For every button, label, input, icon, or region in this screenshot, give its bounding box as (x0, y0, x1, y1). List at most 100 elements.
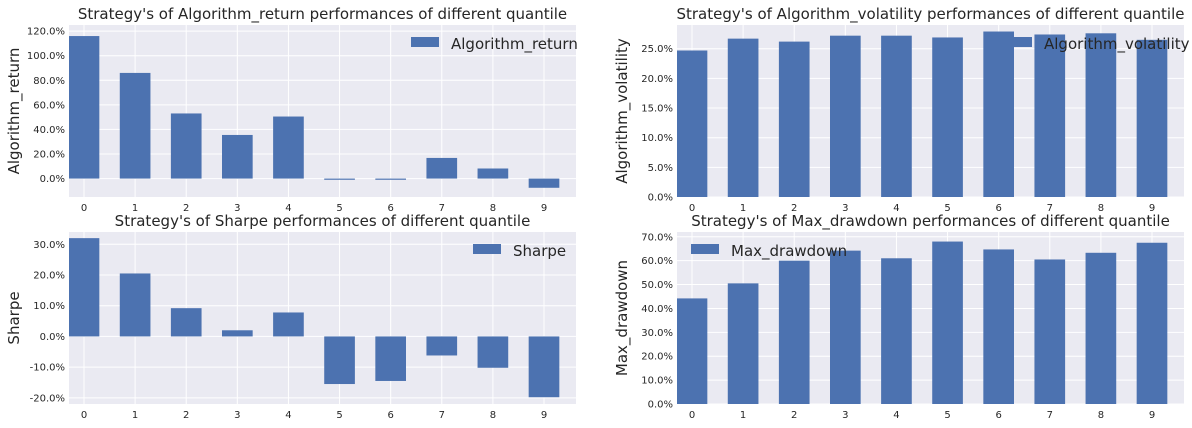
bar (677, 50, 708, 197)
y-tick-label: 10.0% (641, 376, 673, 387)
legend: Algorithm_volatility (1004, 35, 1190, 54)
x-tick-labels: 0 1 2 3 4 5 6 7 8 9 (689, 410, 1155, 421)
y-tick-label: -20.0% (30, 393, 65, 404)
bar (932, 37, 963, 197)
x-tick-label: 2 (183, 410, 189, 421)
x-tick-label: 4 (893, 203, 899, 214)
x-tick-label: 7 (1047, 203, 1053, 214)
bars (69, 238, 560, 398)
y-tick-label: 0.0% (40, 332, 65, 343)
bar (1085, 33, 1117, 197)
panel-sharpe: -20.0% -10.0% 0.0% 10.0% 20.0% 30.0% 0 1 2 3 4 5 6 7… (5, 212, 576, 421)
bar (778, 41, 810, 197)
y-tick-label: 70.0% (641, 232, 673, 243)
bar (69, 36, 100, 179)
bar (830, 35, 861, 197)
x-tick-label: 6 (387, 410, 393, 421)
legend-swatch (473, 244, 501, 254)
x-tick-label: 3 (842, 203, 848, 214)
x-tick-label: 0 (81, 410, 87, 421)
x-tick-label: 4 (285, 203, 291, 214)
x-tick-label: 1 (740, 410, 746, 421)
bar (983, 249, 1014, 404)
bar (426, 157, 458, 179)
y-tick-labels: 0.0% 20.0% 40.0% 60.0% 80.0% 100.0% 120.0% (27, 27, 65, 185)
y-axis-label: Algorithm_return (5, 48, 24, 175)
legend: Algorithm_return (411, 35, 578, 54)
legend: Sharpe (473, 242, 566, 260)
axes-background (69, 25, 576, 197)
y-tick-label: 0.0% (648, 400, 673, 411)
bar (677, 298, 708, 404)
y-tick-label: 30.0% (641, 328, 673, 339)
y-tick-label: 0.0% (40, 174, 65, 185)
y-tick-label: 60.0% (641, 256, 673, 267)
bar (375, 178, 406, 180)
bars (69, 36, 560, 188)
bar (1136, 242, 1168, 404)
bar (830, 250, 861, 404)
x-tick-label: 6 (995, 203, 1001, 214)
y-axis-label: Sharpe (5, 291, 23, 344)
x-tick-label: 3 (842, 410, 848, 421)
bar (983, 31, 1014, 197)
y-tick-label: 40.0% (33, 125, 65, 136)
y-tick-label: 60.0% (33, 100, 65, 111)
x-tick-label: 9 (1149, 410, 1155, 421)
x-tick-label: 2 (183, 203, 189, 214)
y-tick-label: 40.0% (641, 304, 673, 315)
legend: Max_drawdown (691, 242, 847, 261)
bars (677, 31, 1168, 197)
bar (1085, 252, 1117, 404)
legend-swatch (1004, 37, 1032, 47)
x-tick-label: 2 (791, 410, 797, 421)
bar (119, 273, 151, 337)
x-tick-label: 2 (791, 203, 797, 214)
x-tick-label: 8 (1098, 203, 1104, 214)
bar (1034, 34, 1066, 197)
bar (324, 336, 355, 385)
bar (477, 336, 509, 368)
panel-algorithm-return: 0.0% 20.0% 40.0% 60.0% 80.0% 100.0% 120.0% 0 1 2… (5, 5, 578, 214)
x-tick-label: 6 (995, 410, 1001, 421)
x-tick-label: 8 (1098, 410, 1104, 421)
chart-title: Strategy's of Max_drawdown performances … (691, 212, 1170, 231)
x-tick-label: 5 (336, 203, 342, 214)
bar (375, 336, 406, 381)
bar (727, 283, 759, 404)
panel-max-drawdown: 0.0% 10.0% 20.0% 30.0% 40.0% 50.0% 60.0% 7 0.0% … (613, 212, 1184, 421)
bar (222, 330, 253, 337)
y-tick-label: 0.0% (648, 193, 673, 204)
legend-label: Max_drawdown (731, 242, 847, 261)
y-tick-label: 15.0% (641, 104, 673, 115)
x-tick-label: 7 (439, 203, 445, 214)
bar (528, 336, 560, 398)
bar (324, 178, 355, 180)
y-axis-label: Algorithm_volatility (613, 38, 632, 184)
x-tick-label: 8 (490, 410, 496, 421)
y-tick-labels: 0.0% 5.0% 10.0% 15.0% 20.0% 25.0% (641, 44, 673, 203)
bar (426, 336, 458, 356)
x-tick-label: 5 (944, 203, 950, 214)
y-tick-labels: -20.0% -10.0% 0.0% 10.0% 20.0% 30.0% (30, 240, 65, 405)
bar (170, 113, 202, 179)
y-tick-label: 100.0% (27, 51, 65, 62)
y-tick-label: 120.0% (27, 27, 65, 38)
x-tick-label: 3 (234, 410, 240, 421)
y-tick-label: 5.0% (648, 163, 673, 174)
y-tick-label: 50.0% (641, 280, 673, 291)
chart-title: Strategy's of Algorithm_volatility perfo… (676, 5, 1184, 24)
legend-swatch (691, 244, 719, 254)
bar (778, 260, 810, 404)
x-tick-label: 9 (541, 203, 547, 214)
bar (1136, 39, 1168, 197)
y-tick-label: 20.0% (641, 74, 673, 85)
bar (881, 258, 912, 404)
x-tick-label: 0 (689, 203, 695, 214)
x-tick-labels: 0 1 2 3 4 5 6 7 8 9 (81, 203, 547, 214)
x-tick-label: 1 (132, 203, 138, 214)
y-tick-label: -10.0% (30, 363, 65, 374)
bar (727, 38, 759, 197)
bars (677, 241, 1168, 404)
x-tick-labels: 0 1 2 3 4 5 6 7 8 9 (689, 203, 1155, 214)
